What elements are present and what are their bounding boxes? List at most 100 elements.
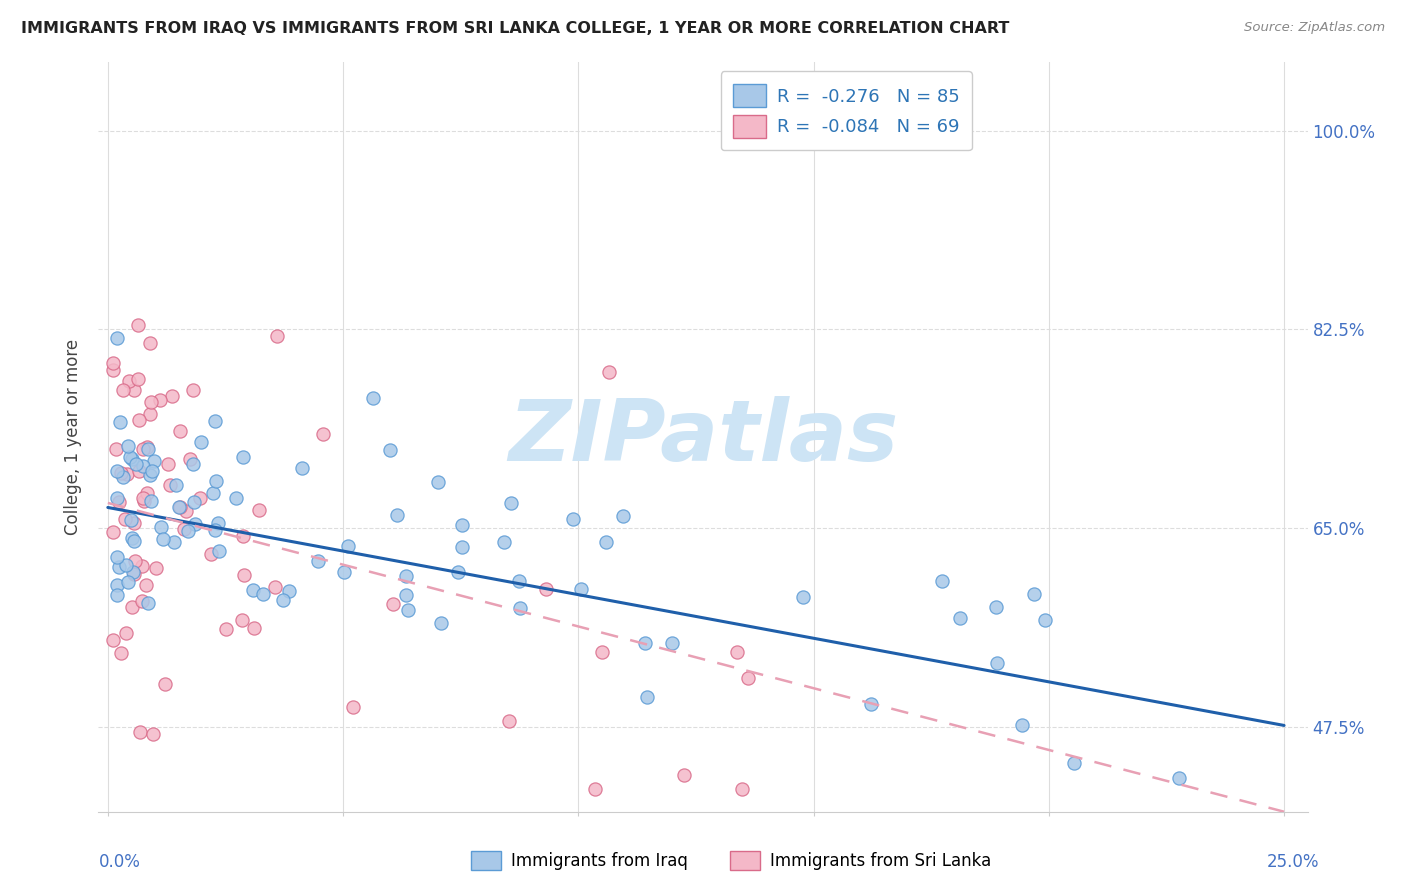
Point bbox=[107, 559, 129, 574]
Point bbox=[110, 466, 132, 480]
Point bbox=[266, 329, 288, 343]
Point bbox=[202, 486, 225, 500]
Point bbox=[591, 645, 613, 659]
Point bbox=[509, 601, 531, 615]
Point bbox=[160, 389, 183, 403]
Point bbox=[118, 450, 141, 464]
Point bbox=[569, 582, 592, 597]
Point bbox=[115, 626, 138, 640]
Point bbox=[136, 442, 159, 457]
Point bbox=[135, 578, 157, 592]
Point bbox=[1022, 587, 1045, 601]
Point bbox=[174, 504, 197, 518]
Point bbox=[105, 491, 128, 506]
Text: ZIPatlas: ZIPatlas bbox=[508, 395, 898, 479]
Point bbox=[136, 440, 159, 454]
Point bbox=[101, 524, 124, 539]
Point bbox=[129, 724, 152, 739]
Point bbox=[494, 534, 516, 549]
Point bbox=[184, 517, 207, 532]
Point bbox=[232, 529, 254, 543]
Point bbox=[122, 516, 145, 531]
Point bbox=[110, 647, 132, 661]
Point bbox=[792, 591, 814, 605]
Point bbox=[145, 561, 167, 575]
Point bbox=[225, 491, 247, 506]
Point bbox=[200, 547, 222, 561]
Point bbox=[451, 540, 474, 554]
Point bbox=[380, 442, 402, 457]
Point bbox=[121, 452, 143, 467]
Legend: R =  -0.276   N = 85, R =  -0.084   N = 69: R = -0.276 N = 85, R = -0.084 N = 69 bbox=[721, 71, 972, 151]
Point bbox=[122, 384, 145, 398]
Point bbox=[215, 622, 238, 636]
Point bbox=[159, 477, 181, 491]
Point bbox=[152, 532, 174, 546]
Point bbox=[204, 523, 226, 537]
Point bbox=[141, 395, 163, 409]
Point bbox=[132, 458, 155, 473]
Point bbox=[595, 535, 617, 549]
Point bbox=[117, 574, 139, 589]
Point bbox=[169, 500, 191, 514]
Point bbox=[426, 475, 449, 490]
Point bbox=[737, 672, 759, 686]
Point bbox=[136, 485, 159, 500]
Point bbox=[111, 383, 134, 397]
Point bbox=[122, 533, 145, 548]
Point bbox=[105, 588, 128, 602]
Point bbox=[104, 442, 127, 457]
Point bbox=[636, 690, 658, 705]
Point bbox=[122, 565, 145, 579]
Point bbox=[101, 355, 124, 369]
Point bbox=[931, 574, 953, 588]
Point bbox=[127, 371, 149, 385]
Point bbox=[731, 782, 754, 797]
Point bbox=[986, 599, 1008, 614]
Point bbox=[634, 636, 657, 650]
Text: Source: ZipAtlas.com: Source: ZipAtlas.com bbox=[1244, 21, 1385, 34]
Point bbox=[105, 550, 128, 565]
Legend: Immigrants from Iraq, Immigrants from Sri Lanka: Immigrants from Iraq, Immigrants from Sr… bbox=[464, 844, 998, 877]
Point bbox=[395, 568, 418, 582]
Point bbox=[117, 439, 139, 453]
Point bbox=[1033, 613, 1056, 627]
Point bbox=[430, 616, 453, 631]
Point bbox=[205, 475, 228, 489]
Point bbox=[446, 565, 468, 579]
Point bbox=[105, 578, 128, 592]
Point bbox=[501, 496, 523, 510]
Point bbox=[273, 593, 295, 607]
Point bbox=[181, 384, 204, 398]
Point bbox=[177, 524, 200, 538]
Point bbox=[139, 467, 162, 482]
Point bbox=[131, 491, 153, 506]
Point bbox=[183, 495, 205, 509]
Point bbox=[312, 427, 335, 442]
Point bbox=[173, 522, 195, 536]
Point bbox=[204, 414, 226, 428]
Point bbox=[207, 516, 229, 530]
Point bbox=[231, 613, 253, 627]
Point bbox=[179, 451, 201, 466]
Point bbox=[508, 574, 530, 588]
Point bbox=[1167, 771, 1189, 785]
Point bbox=[112, 470, 135, 484]
Text: IMMIGRANTS FROM IRAQ VS IMMIGRANTS FROM SRI LANKA COLLEGE, 1 YEAR OR MORE CORREL: IMMIGRANTS FROM IRAQ VS IMMIGRANTS FROM … bbox=[21, 21, 1010, 36]
Point bbox=[385, 508, 408, 523]
Point bbox=[138, 335, 160, 350]
Point bbox=[243, 621, 266, 635]
Point bbox=[583, 782, 606, 797]
Point bbox=[143, 454, 166, 468]
Point bbox=[291, 461, 314, 475]
Text: 0.0%: 0.0% bbox=[98, 853, 141, 871]
Point bbox=[101, 633, 124, 648]
Point bbox=[673, 768, 696, 782]
Point bbox=[125, 457, 148, 471]
Point bbox=[122, 567, 145, 582]
Point bbox=[128, 413, 150, 427]
Point bbox=[336, 539, 359, 553]
Point bbox=[264, 580, 287, 594]
Point bbox=[361, 391, 384, 405]
Point bbox=[121, 599, 143, 614]
